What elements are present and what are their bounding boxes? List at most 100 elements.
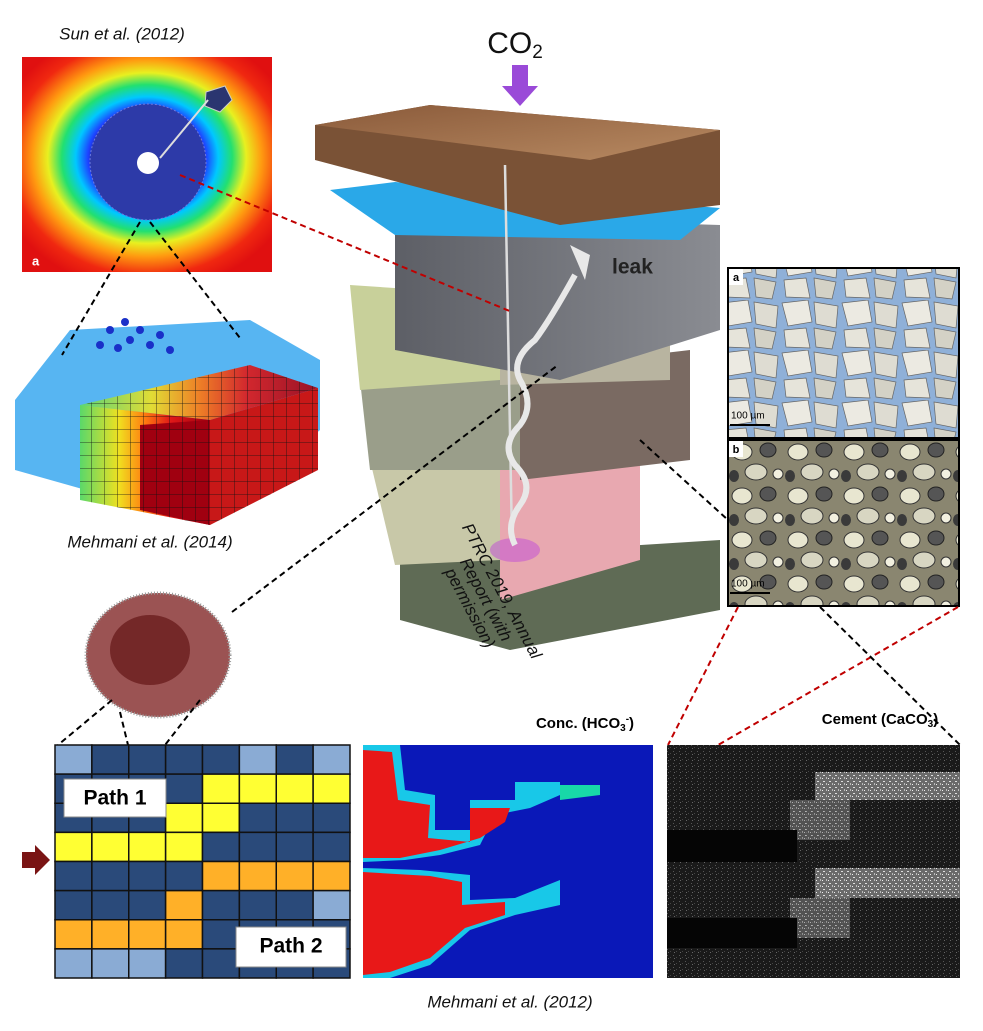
shape (730, 592, 770, 594)
micrographs: a b 100 µm 100 µm (727, 267, 960, 607)
shape (96, 318, 174, 354)
grid-cell (201, 831, 241, 863)
shape (790, 800, 850, 840)
molecular-network (84, 591, 232, 719)
scale-bar-label: 100 µm (731, 411, 765, 422)
panel-title: Cement (CaCO3) (822, 711, 938, 730)
shape (89, 103, 207, 221)
caption: Sun et al. (2012) (59, 24, 185, 43)
shape: ) (933, 711, 938, 728)
shape (729, 441, 958, 605)
shape (815, 868, 960, 898)
shape (667, 918, 797, 948)
shape (395, 215, 720, 380)
shape: ) (629, 715, 634, 732)
shape (96, 341, 104, 349)
shape (502, 86, 538, 106)
grid-cell (54, 831, 93, 863)
grid-cell (91, 744, 130, 775)
grid-cell (275, 744, 314, 775)
grid-cell (91, 889, 130, 921)
shape (137, 152, 159, 174)
shape (146, 341, 154, 349)
shape (819, 606, 961, 746)
grid-cell (275, 802, 314, 834)
panel-label: b (733, 444, 740, 456)
shape (360, 370, 520, 470)
shape (166, 346, 174, 354)
shape (231, 364, 559, 613)
connectors (57, 174, 961, 746)
grid-cell (312, 744, 351, 775)
grid-cell (54, 744, 93, 775)
grid-cell (312, 802, 351, 834)
panel-label: a (733, 272, 740, 284)
shape: 2 (532, 42, 543, 63)
grid-cell (54, 948, 93, 979)
leak-label: leak (612, 256, 653, 279)
shape (503, 164, 514, 541)
shape (729, 441, 743, 457)
grid-cell (201, 919, 241, 950)
grid-cell (128, 919, 167, 950)
shape (667, 606, 739, 746)
path-grid (54, 744, 351, 979)
grid-cell (201, 802, 241, 834)
shape (570, 245, 590, 280)
shape: - (626, 714, 629, 725)
shape (119, 711, 129, 746)
grid-cell (54, 919, 93, 950)
shape (500, 450, 640, 600)
shape (729, 269, 958, 437)
shape (363, 750, 510, 858)
path-labels: Path 1 Path 2 (63, 778, 347, 968)
shape (790, 898, 850, 938)
pore-block (15, 318, 320, 525)
concentration-map (363, 745, 653, 978)
shape (512, 65, 528, 87)
grid-cell (238, 860, 277, 892)
shape (114, 344, 122, 352)
grid-cell (201, 860, 241, 892)
shape (505, 273, 578, 547)
grid-cell (275, 860, 314, 892)
shape (156, 331, 164, 339)
shape (106, 326, 114, 334)
panel-title: Conc. (HCO3-) (536, 714, 634, 734)
shape (35, 845, 50, 875)
grid-cell (91, 919, 130, 950)
scale-bar-label: 100 µm (731, 579, 765, 590)
grid-cell (128, 948, 167, 979)
path-label: Path 1 (83, 787, 146, 810)
grid-cell (164, 889, 204, 921)
shape (80, 365, 318, 420)
shape: Conc. (HCO (536, 715, 620, 732)
shape (149, 221, 241, 339)
shape (22, 852, 36, 868)
shape (84, 591, 232, 719)
inflow-arrow (22, 845, 50, 875)
shape (110, 615, 190, 685)
shape (63, 778, 167, 818)
shape (729, 269, 743, 285)
grid-cell (238, 744, 277, 775)
grid-cell (201, 948, 241, 979)
shape (80, 405, 210, 525)
grid-cell (201, 889, 241, 921)
geologic-column (315, 105, 720, 650)
shape (667, 830, 797, 862)
cement-map (667, 745, 960, 978)
shape (61, 221, 141, 356)
shape (400, 540, 720, 650)
caption: Mehmani et al. (2012) (427, 992, 592, 1011)
grid-cell (91, 831, 130, 863)
shape (815, 772, 960, 800)
grid-cell (275, 831, 314, 863)
shape (363, 872, 505, 975)
grid-cell (91, 860, 130, 892)
shape (121, 318, 129, 326)
shape: 3 (928, 719, 934, 730)
panel-label: a (32, 253, 40, 268)
shape (717, 606, 959, 746)
co2-label: CO2 (487, 27, 543, 63)
